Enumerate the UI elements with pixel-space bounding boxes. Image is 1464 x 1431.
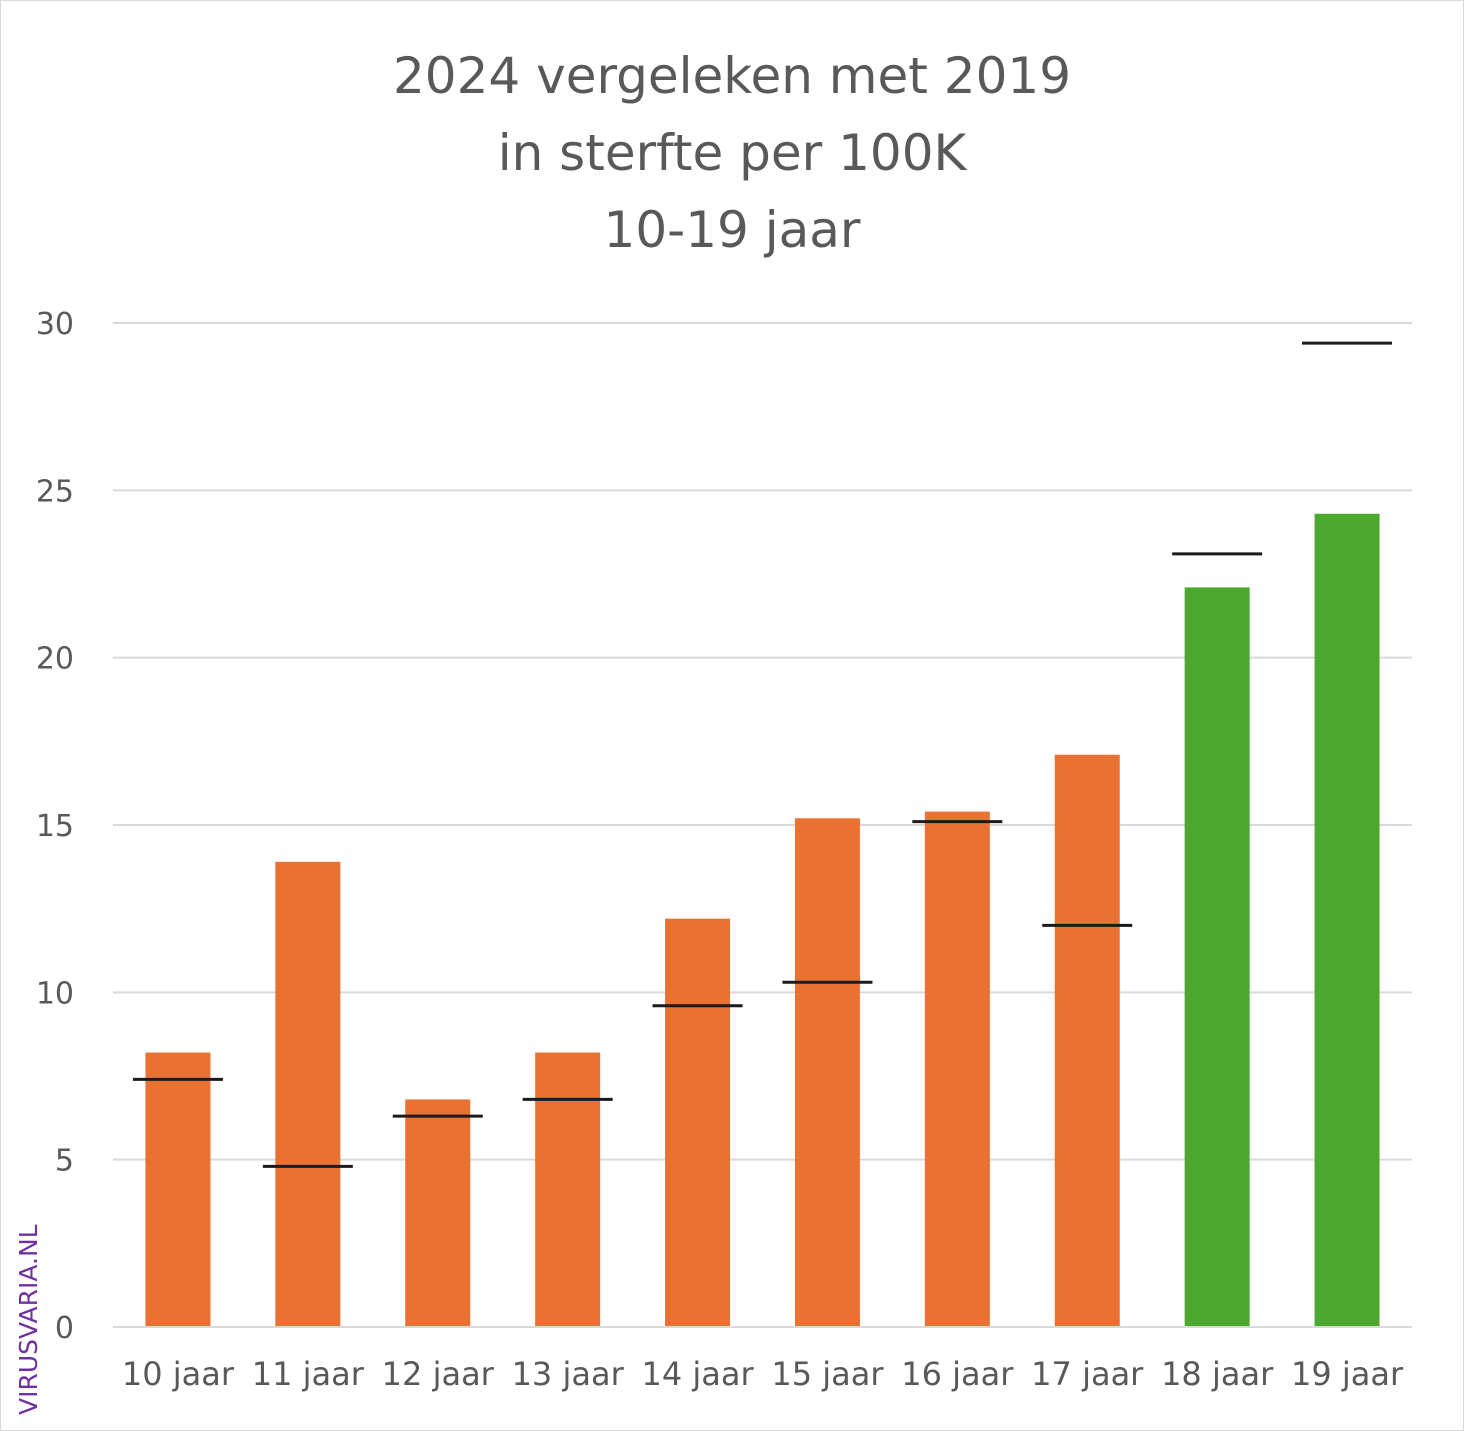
bar-2024 (665, 918, 731, 1327)
x-tick-label: 16 jaar (901, 1355, 1014, 1393)
title-line-1: 2024 vergeleken met 2019 (392, 47, 1072, 105)
x-tick-label: 12 jaar (382, 1355, 495, 1393)
x-tick-label: 15 jaar (771, 1355, 884, 1393)
bar-2024 (924, 811, 990, 1327)
title-line-3: 10-19 jaar (603, 201, 861, 259)
bar-2024 (1054, 754, 1120, 1327)
bar-2024 (405, 1099, 471, 1327)
bar-2024 (275, 861, 341, 1327)
x-tick-label: 14 jaar (641, 1355, 754, 1393)
bar-2024 (794, 818, 860, 1327)
x-tick-label: 17 jaar (1031, 1355, 1144, 1393)
watermark: VIRUSVARIA.NL (14, 1224, 43, 1415)
y-tick-label: 30 (36, 307, 74, 342)
y-tick-label: 0 (55, 1311, 74, 1346)
x-tick-label: 10 jaar (122, 1355, 235, 1393)
bar-2024 (145, 1052, 211, 1327)
y-tick-label: 15 (36, 809, 74, 844)
bar-2024 (1184, 587, 1250, 1327)
y-tick-label: 25 (36, 474, 74, 509)
title-line-2: in sterfte per 100K (497, 124, 967, 182)
bar-2024 (535, 1052, 601, 1327)
x-tick-label: 19 jaar (1291, 1355, 1404, 1393)
y-tick-label: 5 (55, 1144, 74, 1179)
x-tick-label: 11 jaar (252, 1355, 365, 1393)
chart-title: 2024 vergeleken met 2019 in sterfte per … (0, 38, 1464, 269)
bar-2024 (1314, 513, 1380, 1327)
y-tick-label: 10 (36, 976, 74, 1011)
x-tick-label: 13 jaar (512, 1355, 625, 1393)
x-tick-label: 18 jaar (1161, 1355, 1274, 1393)
y-tick-label: 20 (36, 642, 74, 677)
